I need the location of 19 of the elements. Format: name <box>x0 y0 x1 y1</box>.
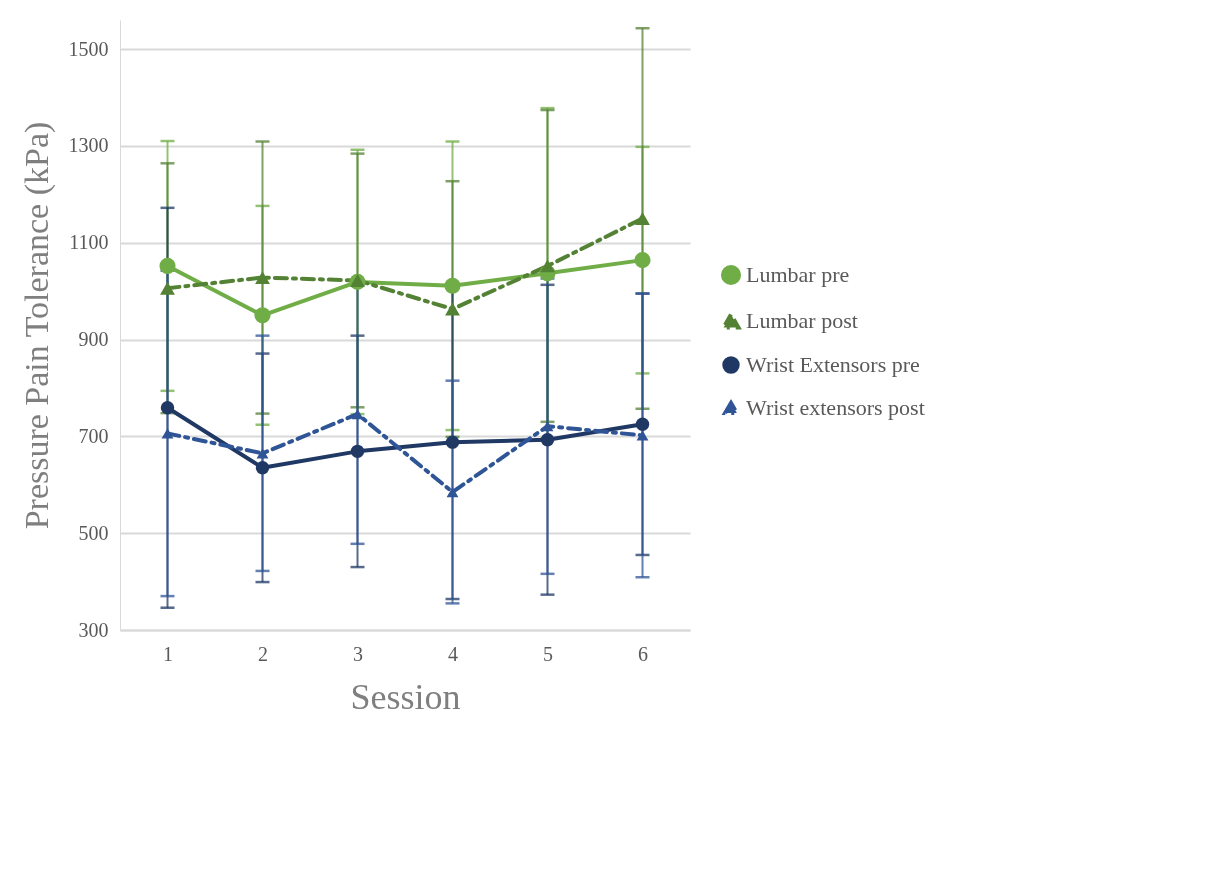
y-tick-label: 1300 <box>68 134 109 157</box>
legend-label: Wrist extensors post <box>746 395 925 420</box>
y-tick-label: 1500 <box>68 37 109 60</box>
x-tick-label: 5 <box>543 642 553 665</box>
x-tick-label: 1 <box>163 642 173 665</box>
x-tick-label: 6 <box>638 642 648 665</box>
y-tick-label: 1100 <box>69 231 109 254</box>
x-axis-title: Session <box>350 676 461 717</box>
y-tick-label: 700 <box>78 424 109 447</box>
legend-label: Wrist Extensors pre <box>746 352 920 377</box>
x-tick-label: 3 <box>353 642 363 665</box>
y-tick-label: 900 <box>78 328 109 351</box>
y-tick-label: 300 <box>78 618 109 641</box>
y-axis-title: Pressure Pain Tolerance (kPa) <box>17 121 56 530</box>
x-tick-label: 4 <box>448 642 458 665</box>
legend-label: Lumbar post <box>746 308 858 333</box>
y-tick-label: 500 <box>78 521 109 544</box>
x-tick-label: 2 <box>258 642 268 665</box>
legend-label: Lumbar pre <box>746 262 850 287</box>
